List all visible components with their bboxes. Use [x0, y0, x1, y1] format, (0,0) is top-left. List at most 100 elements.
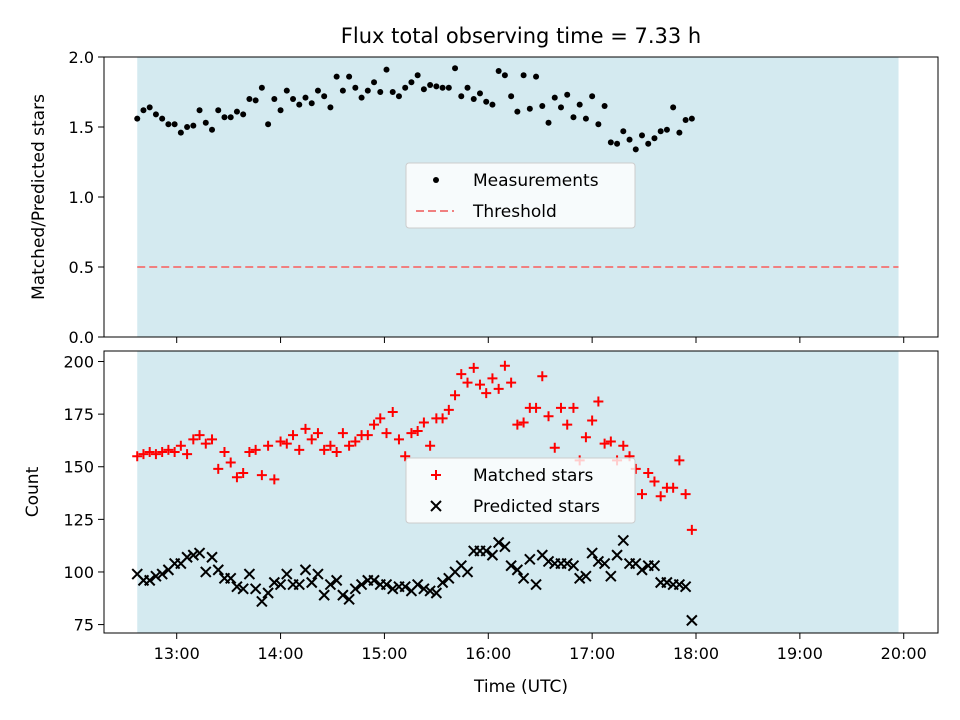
y-tick-label: 0.0 [69, 328, 94, 347]
legend-marker-matched [431, 470, 441, 480]
predicted-star-point [293, 578, 305, 591]
measurement-point [408, 79, 415, 86]
matched-star-point [344, 440, 355, 451]
matched-star-point [418, 417, 429, 428]
measurement-point [545, 119, 552, 126]
y-axis-label: Matched/Predicted stars [29, 94, 49, 300]
predicted-star-point [418, 583, 430, 595]
predicted-star-point [673, 578, 686, 591]
predicted-star-point [592, 555, 605, 568]
measurement-point [414, 72, 421, 79]
matched-star-point [437, 413, 448, 424]
measurement-point [657, 128, 664, 135]
measurement-point [533, 73, 540, 80]
predicted-star-point [611, 549, 623, 561]
matched-star-point [512, 419, 523, 430]
measurement-point [526, 105, 533, 112]
matched-star-point [200, 438, 211, 449]
matched-star-point [443, 404, 454, 415]
predicted-star-point [486, 549, 499, 561]
measurement-point [290, 96, 297, 102]
measurement-point [346, 73, 353, 80]
measurement-point [464, 84, 471, 91]
measurement-point [601, 103, 608, 109]
measurement-point [134, 115, 141, 122]
x-tick-label: 20:00 [881, 644, 927, 663]
measurement-point [221, 114, 228, 121]
matched-star-point [337, 428, 348, 439]
matched-star-point [269, 474, 280, 485]
measurement-point [564, 91, 571, 98]
matched-star-point [231, 472, 242, 483]
measurement-point [439, 84, 446, 91]
predicted-star-point [143, 574, 156, 587]
measurement-point [371, 79, 378, 86]
predicted-star-point [156, 568, 168, 580]
predicted-star-point [249, 583, 262, 595]
matched-star-point [300, 423, 311, 434]
predicted-star-point [461, 566, 474, 578]
matched-star-point [288, 430, 299, 441]
measurement-point [333, 73, 340, 80]
y-tick-label: 1.5 [69, 118, 94, 137]
x-tick-label: 19:00 [777, 644, 823, 663]
matched-star-point [194, 430, 205, 441]
predicted-star-point [511, 564, 524, 576]
measurement-point [557, 104, 564, 111]
predicted-star-point [530, 578, 542, 591]
predicted-star-point [399, 580, 411, 593]
predicted-star-point [586, 547, 598, 559]
measurement-point [682, 117, 689, 123]
axes-frame [103, 350, 939, 634]
matched-star-point [649, 476, 660, 487]
matched-star-point [213, 463, 224, 474]
matched-star-point [144, 447, 155, 458]
matched-star-point [393, 434, 404, 445]
predicted-star-point [256, 595, 268, 608]
matched-star-point [225, 457, 236, 468]
matched-star-point [412, 425, 423, 436]
measurement-point [321, 93, 328, 100]
matched-star-point [425, 440, 436, 451]
matched-star-point [350, 436, 361, 447]
predicted-star-point [318, 589, 330, 601]
predicted-star-point [337, 589, 349, 601]
predicted-star-point [237, 583, 249, 595]
matched-star-point [188, 434, 199, 445]
measurement-point [638, 132, 645, 139]
predicted-star-point [517, 572, 530, 584]
measurement-point [402, 84, 409, 91]
measurement-point [209, 126, 216, 133]
predicted-star-point [561, 557, 573, 570]
matched-star-point [331, 447, 342, 458]
measurement-point [452, 65, 459, 72]
x-tick-label: 13:00 [154, 644, 200, 663]
y-tick-label: 2.0 [69, 48, 94, 67]
matched-star-point [562, 419, 573, 430]
measurement-point [576, 101, 583, 108]
measurement-point [240, 111, 247, 118]
measurement-point [495, 68, 502, 74]
measurement-point [283, 87, 290, 94]
predicted-star-point [355, 578, 368, 591]
measurement-point [607, 139, 614, 146]
matched-star-point [406, 428, 417, 439]
matched-star-point [605, 436, 616, 447]
measurement-point [352, 84, 359, 91]
predicted-star-point [324, 578, 337, 591]
legend-label: Predicted stars [473, 497, 600, 517]
measurement-point [339, 87, 346, 94]
matched-star-point [468, 362, 479, 373]
matched-star-point [499, 360, 510, 371]
measurement-point [551, 94, 558, 101]
measurement-point [688, 115, 695, 122]
measurement-point [140, 107, 147, 114]
predicted-star-point [661, 576, 673, 589]
predicted-star-point [187, 549, 200, 561]
matched-star-point [306, 434, 317, 445]
predicted-star-point [492, 536, 505, 549]
measurement-point [171, 121, 178, 128]
measurement-point [476, 90, 483, 97]
measurement-point [252, 97, 259, 104]
measurement-point [383, 66, 390, 73]
